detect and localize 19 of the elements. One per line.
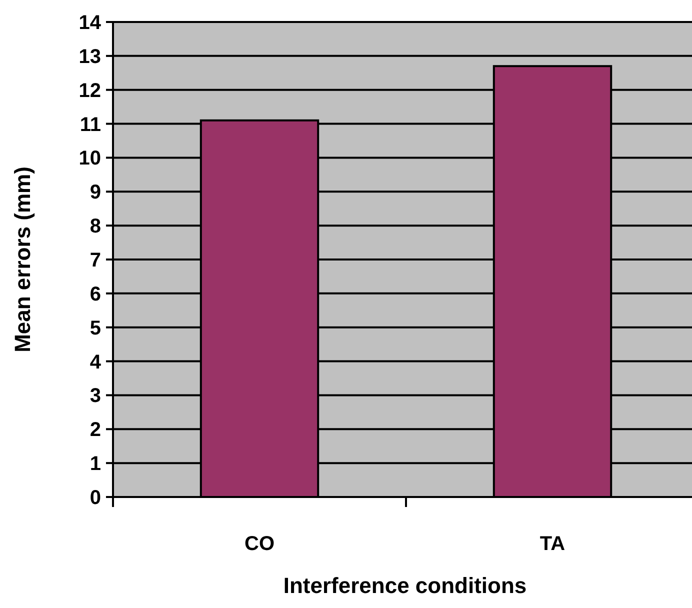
y-tick-label: 1: [90, 453, 101, 476]
y-tick-label: 5: [90, 317, 101, 340]
x-tick-label: TA: [540, 533, 566, 555]
y-tick-label: 8: [90, 216, 101, 238]
y-tick-label: 3: [90, 385, 101, 408]
x-tick-label: CO: [244, 533, 274, 555]
y-tick-label: 2: [90, 419, 101, 442]
y-tick-label: 11: [80, 114, 101, 136]
y-tick-label: 9: [90, 182, 101, 204]
y-tick-label: 0: [90, 487, 101, 509]
x-axis-title: Interference conditions: [283, 573, 527, 598]
y-tick-label: 7: [90, 250, 101, 272]
y-axis-title: Mean errors (mm): [10, 166, 35, 352]
y-tick-label: 6: [90, 283, 101, 306]
y-tick-label: 12: [78, 80, 101, 102]
y-tick-label: 14: [78, 12, 102, 34]
y-tick-label: 10: [78, 148, 101, 170]
y-tick-label: 13: [78, 46, 101, 68]
y-tick-label: 4: [90, 351, 102, 374]
